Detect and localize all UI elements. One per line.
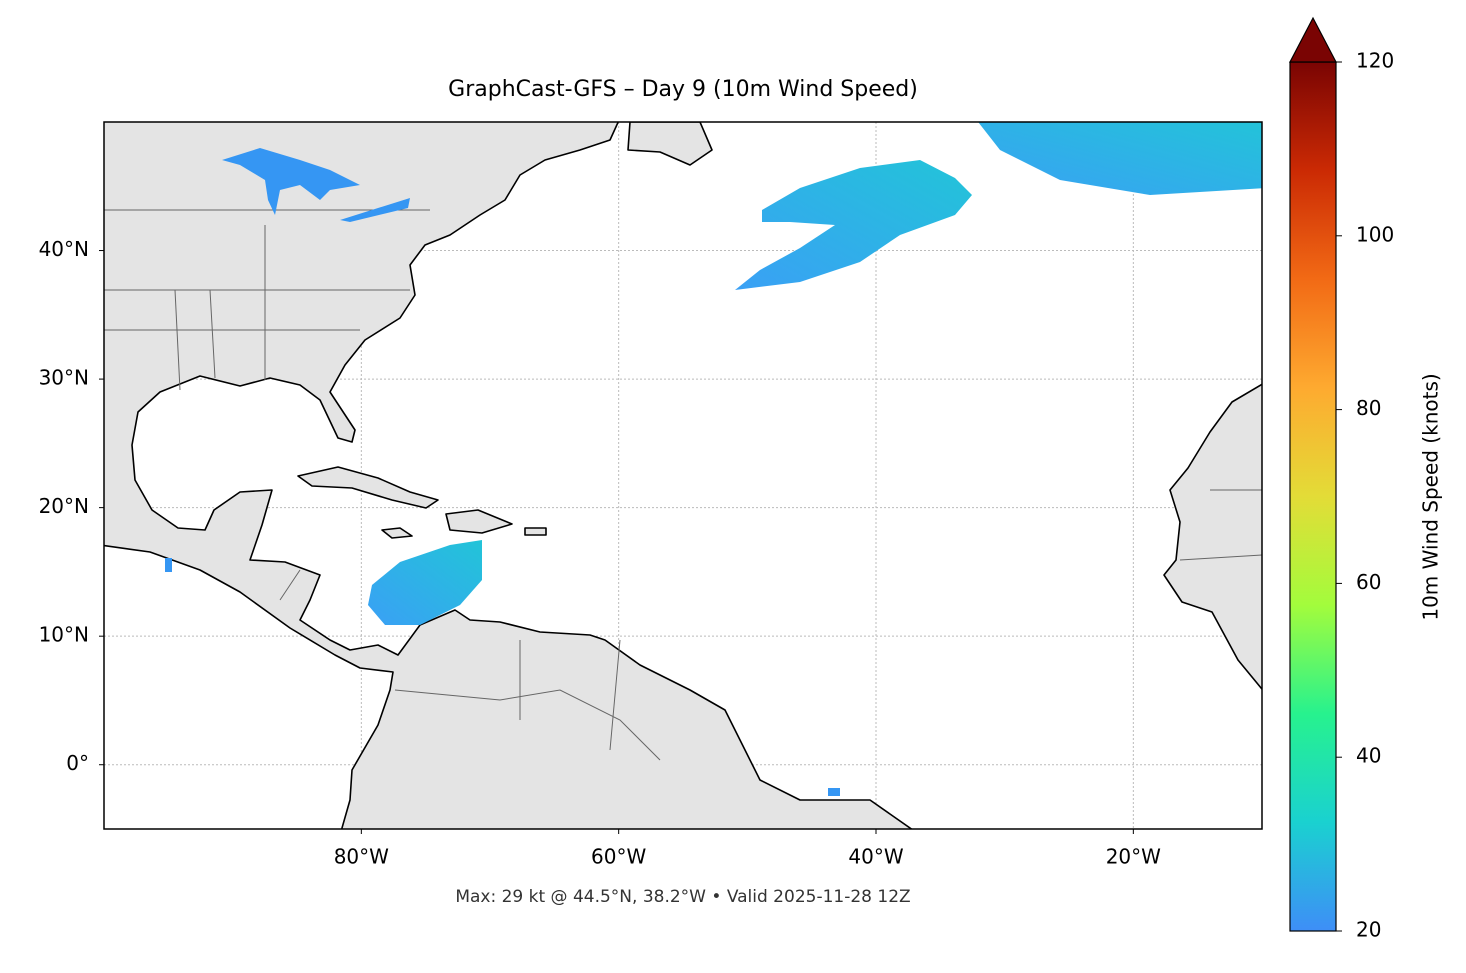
hispaniola bbox=[445, 509, 513, 534]
colorbar-label: 10m Wind Speed (knots) bbox=[1419, 373, 1443, 620]
map-frame bbox=[103, 121, 1263, 830]
footnote: Max: 29 kt @ 44.5°N, 38.2°W • Valid 2025… bbox=[455, 887, 910, 907]
y-tick-label: 20°N bbox=[39, 494, 89, 518]
chart-title: GraphCast-GFS – Day 9 (10m Wind Speed) bbox=[448, 77, 918, 102]
cuba bbox=[297, 466, 439, 509]
wind-area bbox=[368, 540, 482, 625]
y-tick-label: 0° bbox=[66, 751, 89, 775]
colorbar-tick-label: 40 bbox=[1356, 744, 1381, 768]
americas bbox=[104, 122, 913, 829]
x-tick-label: 60°W bbox=[591, 845, 646, 869]
map bbox=[104, 122, 1262, 829]
colorbar: 20 40 60 80 100 120 bbox=[1289, 16, 1394, 942]
y-tick-label: 40°N bbox=[39, 237, 89, 261]
x-tick-label: 20°W bbox=[1106, 845, 1161, 869]
wind-area bbox=[978, 122, 1262, 195]
colorbar-tick-label: 100 bbox=[1356, 222, 1394, 246]
colorbar-tick-label: 60 bbox=[1356, 570, 1381, 594]
colorbar-tick-label: 80 bbox=[1356, 396, 1381, 420]
africa bbox=[1163, 383, 1262, 691]
jamaica bbox=[381, 527, 413, 539]
colorbar-scale bbox=[1289, 61, 1337, 932]
wind-area bbox=[735, 160, 972, 290]
x-tick-label: 80°W bbox=[334, 845, 389, 869]
newfoundland bbox=[627, 122, 713, 166]
axis-labels: 80°W 60°W 40°W 20°W 0° 10°N 20°N 30°N 40°N bbox=[39, 237, 1162, 868]
colorbar-tick-label: 20 bbox=[1356, 918, 1381, 942]
y-tick-label: 30°N bbox=[39, 366, 89, 390]
puerto-rico bbox=[524, 527, 547, 536]
colorbar-extend bbox=[1289, 16, 1337, 63]
x-tick-label: 40°W bbox=[848, 845, 903, 869]
colorbar-tick-label: 120 bbox=[1356, 49, 1394, 73]
borders bbox=[104, 209, 1262, 761]
y-tick-label: 10°N bbox=[39, 623, 89, 647]
